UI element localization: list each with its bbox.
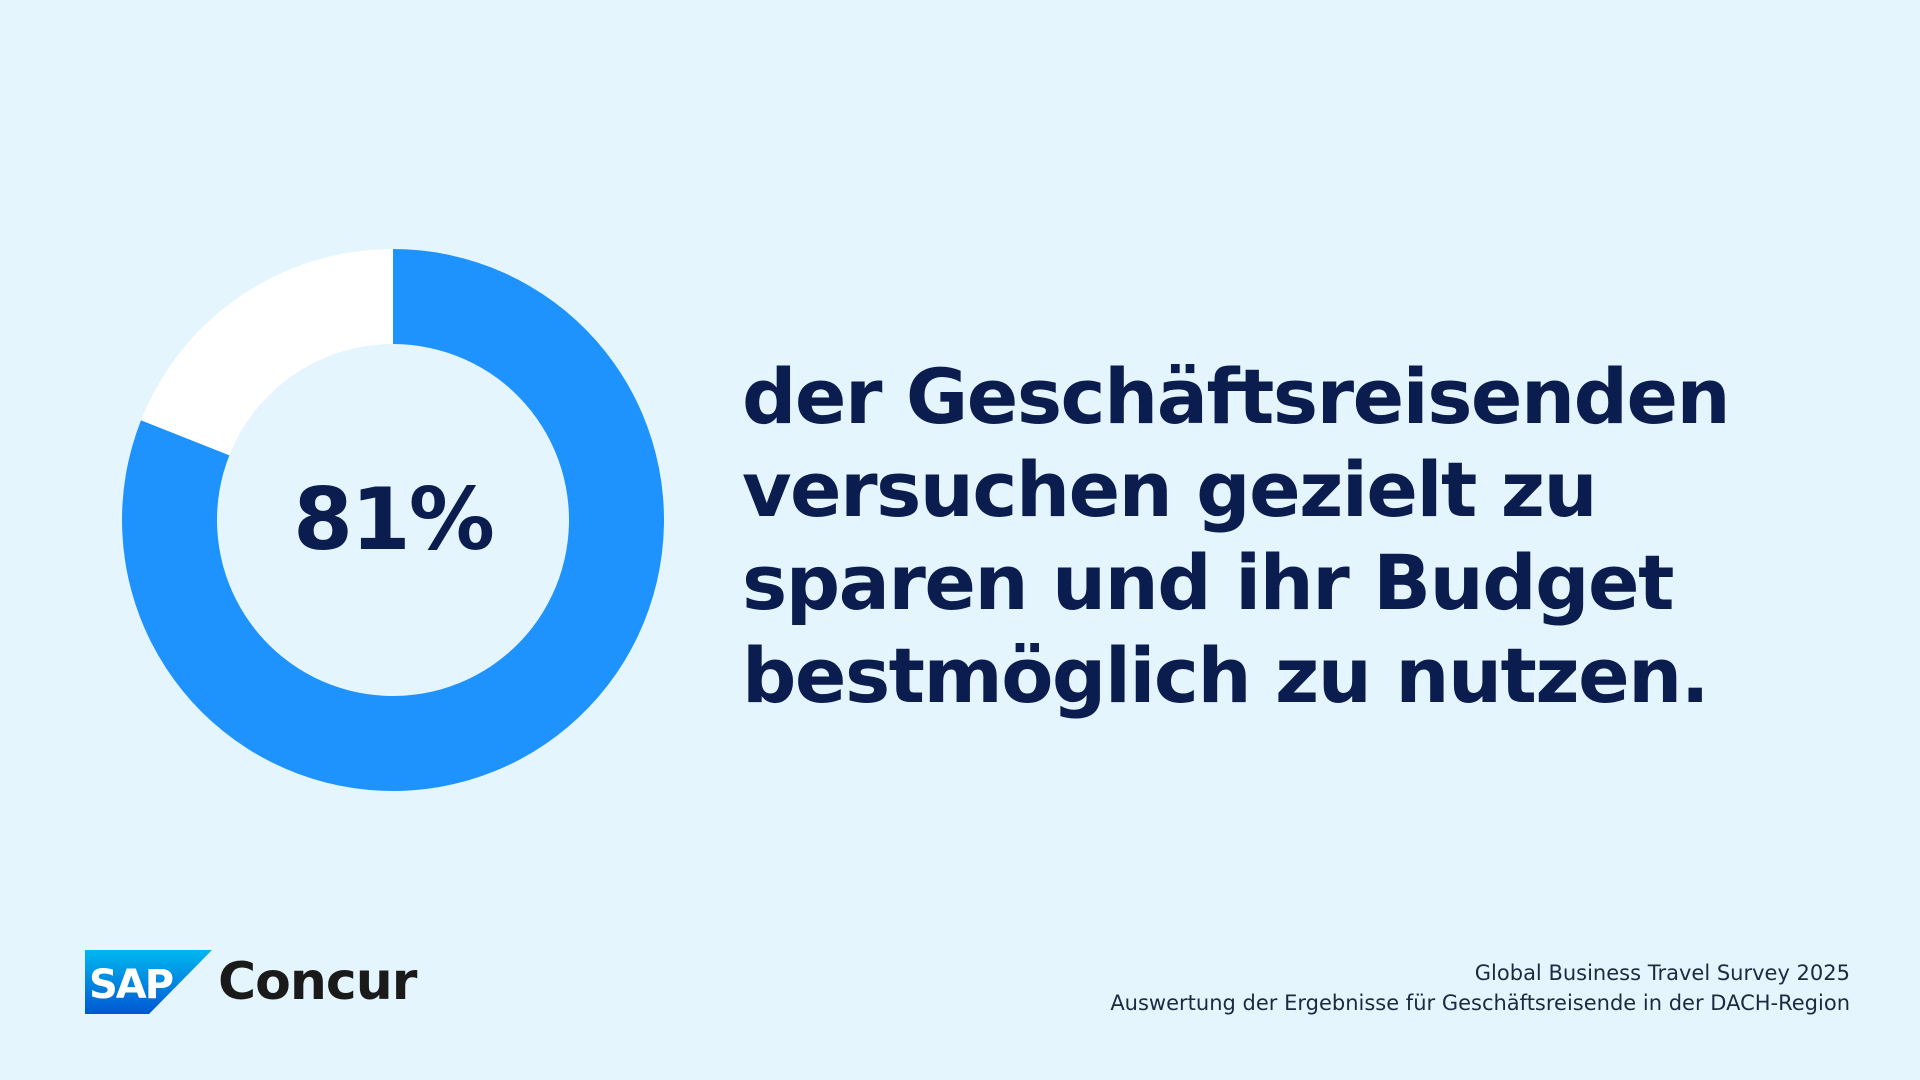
headline-line: sparen und ihr Budget [742, 538, 1674, 627]
brand-name: Concur [218, 952, 417, 1012]
donut-chart: 81% [122, 249, 664, 791]
sap-logo-text: SAP [89, 962, 173, 1008]
source-subtitle: Auswertung der Ergebnisse für Geschäftsr… [1110, 991, 1850, 1015]
donut-value-label: 81% [293, 470, 495, 570]
source-title: Global Business Travel Survey 2025 [1474, 961, 1850, 985]
donut-slice-value [122, 249, 664, 791]
donut-chart-svg [122, 249, 664, 791]
headline: der Geschäftsreisenden versuchen gezielt… [742, 350, 1862, 722]
headline-line: versuchen gezielt zu [742, 445, 1598, 534]
sap-concur-logo: SAP Concur [85, 950, 417, 1014]
headline-line: bestmöglich zu nutzen. [742, 631, 1710, 720]
source-note: Global Business Travel Survey 2025 Auswe… [1110, 958, 1850, 1018]
headline-line: der Geschäftsreisenden [742, 352, 1731, 441]
sap-logo-icon: SAP [85, 950, 212, 1014]
donut-slice-remainder [141, 249, 393, 456]
